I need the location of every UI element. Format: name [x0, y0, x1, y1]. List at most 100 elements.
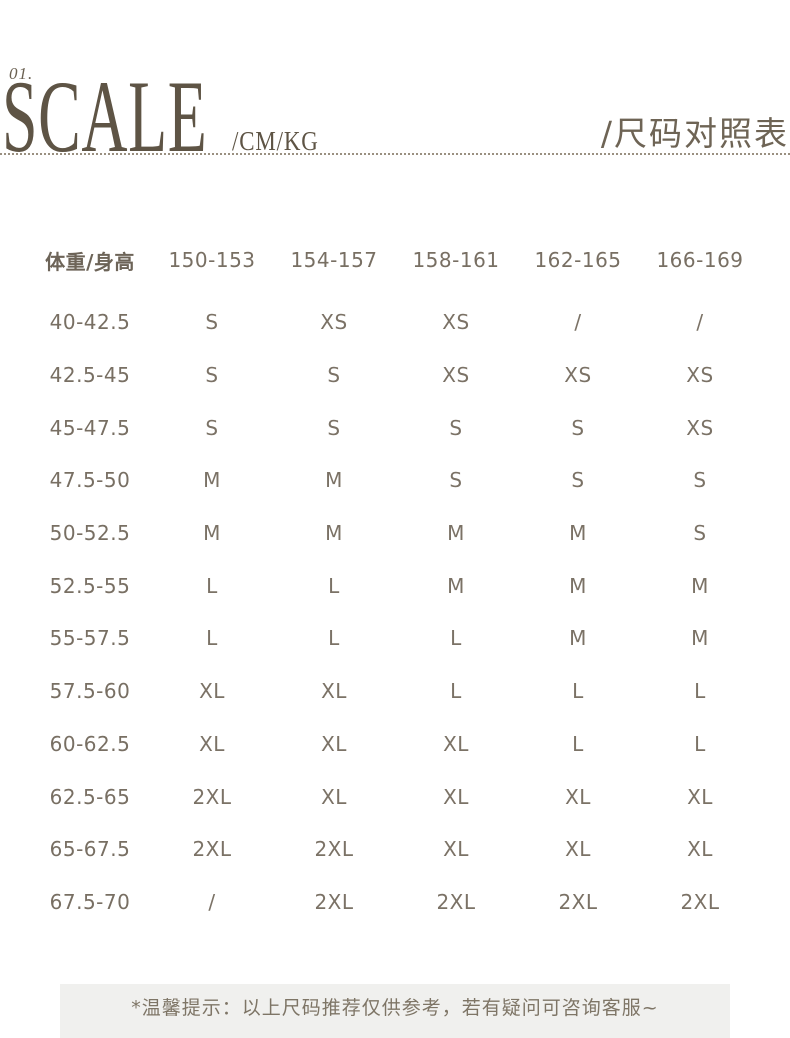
- page-index-label: 01.: [9, 64, 34, 83]
- size-table: 体重/身高 150-153 154-157 158-161 162-165 16…: [29, 240, 761, 928]
- size-cell: M: [691, 626, 709, 651]
- size-cell: M: [569, 626, 587, 651]
- size-cell: XL: [443, 837, 469, 862]
- table-row: 57.5-60 XL XL L L L: [29, 665, 761, 718]
- size-cell: M: [203, 521, 221, 546]
- size-cell: XS: [320, 310, 348, 335]
- size-cell: S: [205, 415, 219, 440]
- row-label: 50-52.5: [49, 521, 131, 546]
- dotted-divider: [0, 153, 790, 155]
- size-cell: M: [447, 573, 465, 598]
- row-label: 67.5-70: [49, 889, 131, 914]
- size-cell: XS: [686, 415, 714, 440]
- footer-note: *温馨提示：以上尺码推荐仅供参考，若有疑问可咨询客服~: [131, 996, 659, 1019]
- row-label: 62.5-65: [49, 784, 131, 809]
- size-cell: XL: [443, 784, 469, 809]
- size-cell: XL: [687, 837, 713, 862]
- size-cell: M: [569, 521, 587, 546]
- size-cell: /: [574, 310, 582, 335]
- row-label: 47.5-50: [49, 468, 131, 493]
- size-cell: XL: [565, 784, 591, 809]
- size-cell: XS: [564, 363, 592, 388]
- table-row: 65-67.5 2XL 2XL XL XL XL: [29, 823, 761, 876]
- size-cell: 2XL: [314, 837, 354, 862]
- table-row: 42.5-45 S S XS XS XS: [29, 349, 761, 402]
- size-cell: L: [206, 573, 218, 598]
- size-cell: XL: [199, 679, 225, 704]
- size-cell: L: [572, 731, 584, 756]
- table-row: 47.5-50 M M S S S: [29, 454, 761, 507]
- table-row: 55-57.5 L L L M M: [29, 612, 761, 665]
- table-row: 40-42.5 S XS XS / /: [29, 296, 761, 349]
- corner-header: 体重/身高: [45, 249, 135, 274]
- header: 01. SCALE /CM/KG /尺码对照表: [0, 0, 790, 169]
- column-header: 166-169: [656, 248, 744, 272]
- size-cell: 2XL: [436, 889, 476, 914]
- row-label: 52.5-55: [49, 573, 131, 598]
- size-cell: 2XL: [558, 889, 598, 914]
- size-cell: S: [571, 415, 585, 440]
- size-cell: S: [449, 468, 463, 493]
- row-label: 45-47.5: [49, 415, 131, 440]
- table-row: 62.5-65 2XL XL XL XL XL: [29, 770, 761, 823]
- size-cell: XL: [321, 784, 347, 809]
- size-cell: S: [449, 415, 463, 440]
- size-cell: S: [205, 363, 219, 388]
- size-cell: 2XL: [192, 837, 232, 862]
- size-cell: M: [691, 573, 709, 598]
- size-cell: XL: [321, 731, 347, 756]
- size-cell: L: [572, 679, 584, 704]
- size-cell: S: [327, 415, 341, 440]
- size-cell: M: [325, 468, 343, 493]
- size-cell: S: [693, 521, 707, 546]
- size-cell: M: [569, 573, 587, 598]
- size-cell: L: [450, 626, 462, 651]
- size-cell: XL: [687, 784, 713, 809]
- column-header: 158-161: [412, 248, 500, 272]
- size-cell: M: [325, 521, 343, 546]
- size-cell: XS: [442, 310, 470, 335]
- size-cell: /: [208, 889, 216, 914]
- size-cell: S: [205, 310, 219, 335]
- row-label: 42.5-45: [49, 363, 131, 388]
- size-cell: L: [694, 679, 706, 704]
- row-label: 57.5-60: [49, 679, 131, 704]
- row-label: 60-62.5: [49, 731, 131, 756]
- size-table-body: 40-42.5 S XS XS / / 42.5-45 S S XS XS XS 45-47.5 S S S S…: [29, 296, 761, 928]
- size-cell: S: [327, 363, 341, 388]
- footer-bar: *温馨提示：以上尺码推荐仅供参考，若有疑问可咨询客服~: [60, 984, 730, 1038]
- size-cell: 2XL: [680, 889, 720, 914]
- row-label: 40-42.5: [49, 310, 131, 335]
- section-title: /尺码对照表: [600, 114, 789, 153]
- size-cell: XL: [321, 679, 347, 704]
- table-row: 52.5-55 L L M M M: [29, 559, 761, 612]
- size-cell: 2XL: [314, 889, 354, 914]
- size-cell: XL: [443, 731, 469, 756]
- size-cell: XL: [199, 731, 225, 756]
- units-label: /CM/KG: [232, 126, 319, 156]
- size-cell: S: [571, 468, 585, 493]
- size-cell: XL: [565, 837, 591, 862]
- size-cell: /: [696, 310, 704, 335]
- column-header: 150-153: [168, 248, 256, 272]
- size-cell: XS: [442, 363, 470, 388]
- table-header-row: 体重/身高 150-153 154-157 158-161 162-165 16…: [29, 240, 761, 280]
- row-label: 55-57.5: [49, 626, 131, 651]
- table-row: 45-47.5 S S S S XS: [29, 401, 761, 454]
- size-cell: XS: [686, 363, 714, 388]
- size-cell: S: [693, 468, 707, 493]
- size-cell: L: [328, 626, 340, 651]
- size-cell: L: [328, 573, 340, 598]
- size-cell: M: [203, 468, 221, 493]
- size-cell: L: [206, 626, 218, 651]
- table-row: 67.5-70 / 2XL 2XL 2XL 2XL: [29, 876, 761, 929]
- brand-title: SCALE: [2, 60, 208, 174]
- table-row: 60-62.5 XL XL XL L L: [29, 718, 761, 771]
- table-row: 50-52.5 M M M M S: [29, 507, 761, 560]
- row-label: 65-67.5: [49, 837, 131, 862]
- column-header: 154-157: [290, 248, 378, 272]
- size-cell: L: [694, 731, 706, 756]
- size-cell: M: [447, 521, 465, 546]
- size-cell: L: [450, 679, 462, 704]
- column-header: 162-165: [534, 248, 622, 272]
